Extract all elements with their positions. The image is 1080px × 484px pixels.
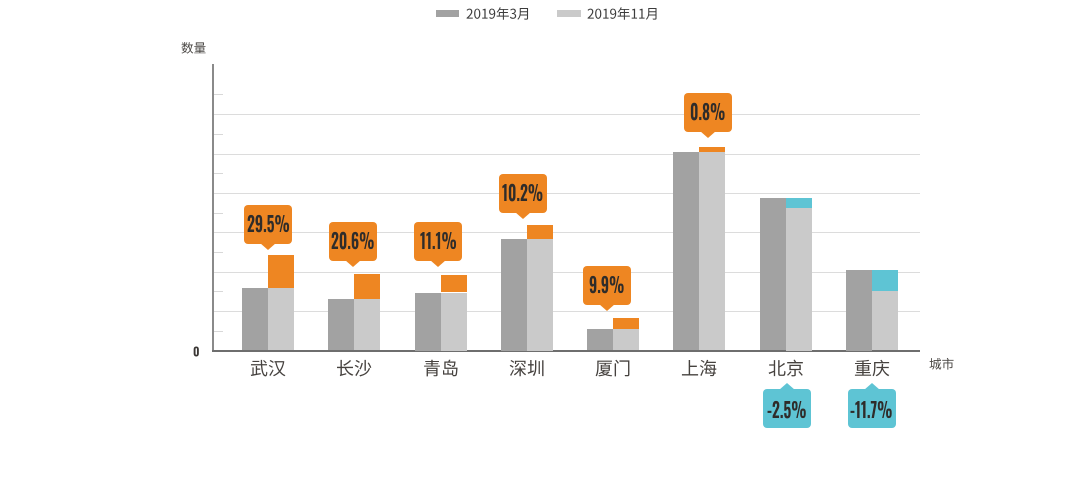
- bar-march-beijing: [759, 197, 786, 351]
- y-axis-origin-label: 0: [193, 342, 200, 360]
- gridline: [212, 232, 920, 234]
- x-axis-label-shanghai: 上海: [681, 354, 717, 380]
- x-axis-label-qingdao: 青岛: [423, 354, 459, 380]
- minor-tick: [212, 133, 223, 135]
- x-axis-label-chongqing: 重庆: [854, 354, 890, 380]
- x-axis-label-changsha: 长沙: [336, 354, 372, 380]
- bar-cap-increase-changsha: [354, 274, 381, 300]
- legend-swatch-november: [557, 9, 581, 17]
- change-bubble-xiamen: 9.9%: [583, 265, 632, 311]
- bar-november-shanghai: [699, 152, 726, 351]
- bar-november-shenzhen: [526, 238, 553, 351]
- bubble-pointer-down: [430, 259, 446, 267]
- bar-cap-decrease-chongqing: [872, 270, 899, 291]
- x-axis-label-shenzhen: 深圳: [509, 354, 545, 380]
- change-bubble-beijing: -2.5%: [762, 383, 811, 428]
- x-axis-title: 城市: [929, 354, 954, 372]
- change-bubble-qingdao: 11.1%: [414, 221, 462, 267]
- bar-november-changsha: [354, 299, 381, 351]
- y-axis-title: 数量: [181, 38, 206, 56]
- bar-march-shenzhen: [500, 238, 527, 351]
- change-bubble-shanghai: 0.8%: [684, 93, 732, 139]
- bubble-pointer-down: [599, 303, 616, 311]
- change-value-xiamen: 9.9%: [589, 268, 625, 299]
- bar-march-chongqing: [845, 270, 872, 351]
- bar-cap-increase-qingdao: [440, 274, 467, 293]
- minor-tick: [212, 173, 223, 175]
- bubble-body: [847, 389, 896, 428]
- gridline: [212, 114, 920, 116]
- legend-label-november: 2019年11月: [587, 3, 659, 23]
- gridline: [212, 192, 920, 194]
- legend-label-march: 2019年3月: [466, 3, 531, 23]
- x-axis-line: [212, 350, 920, 352]
- bar-march-wuhan: [241, 288, 268, 351]
- legend-swatch-march: [435, 9, 460, 17]
- bubble-pointer-down: [514, 211, 531, 219]
- bar-november-xiamen: [613, 329, 640, 351]
- x-axis-label-xiamen: 厦门: [595, 354, 631, 380]
- bar-march-changsha: [328, 299, 355, 351]
- bar-march-xiamen: [587, 329, 614, 351]
- bubble-pointer-up: [863, 383, 880, 390]
- change-bubble-shenzhen: 10.2%: [498, 173, 547, 219]
- gridline: [212, 153, 920, 155]
- bar-november-chongqing: [872, 290, 899, 351]
- change-bubble-chongqing: -11.7%: [847, 383, 896, 428]
- bar-march-qingdao: [414, 292, 441, 351]
- bar-cap-increase-shanghai: [699, 147, 726, 153]
- minor-tick: [212, 94, 223, 96]
- bar-cap-decrease-beijing: [785, 197, 812, 208]
- change-value-changsha: 20.6%: [331, 224, 374, 255]
- bar-cap-increase-shenzhen: [526, 225, 553, 239]
- change-bubble-changsha: 20.6%: [328, 221, 377, 267]
- bar-november-wuhan: [268, 288, 295, 351]
- minor-tick: [212, 330, 223, 332]
- change-value-shenzhen: 10.2%: [502, 176, 543, 207]
- bar-cap-increase-wuhan: [268, 255, 295, 289]
- change-value-beijing: -2.5%: [767, 393, 807, 424]
- minor-tick: [212, 212, 223, 214]
- bubble-pointer-down: [344, 259, 361, 267]
- change-value-chongqing: -11.7%: [850, 393, 893, 424]
- bar-cap-increase-xiamen: [613, 317, 640, 330]
- change-value-qingdao: 11.1%: [419, 224, 457, 255]
- change-value-shanghai: 0.8%: [690, 95, 725, 126]
- minor-tick: [212, 291, 223, 293]
- x-axis-label-beijing: 北京: [768, 354, 804, 380]
- y-axis-line: [212, 64, 214, 351]
- gridline: [212, 311, 920, 313]
- change-value-wuhan: 29.5%: [247, 207, 290, 238]
- bar-march-shanghai: [673, 152, 700, 351]
- bubble-pointer-down: [700, 131, 716, 139]
- change-bubble-wuhan: 29.5%: [244, 205, 293, 251]
- bar-november-qingdao: [440, 292, 467, 351]
- bar-november-beijing: [785, 208, 812, 351]
- gridline: [212, 271, 920, 273]
- x-axis-label-wuhan: 武汉: [250, 354, 286, 380]
- bubble-pointer-up: [778, 383, 795, 390]
- minor-tick: [212, 252, 223, 253]
- bubble-pointer-down: [260, 243, 277, 251]
